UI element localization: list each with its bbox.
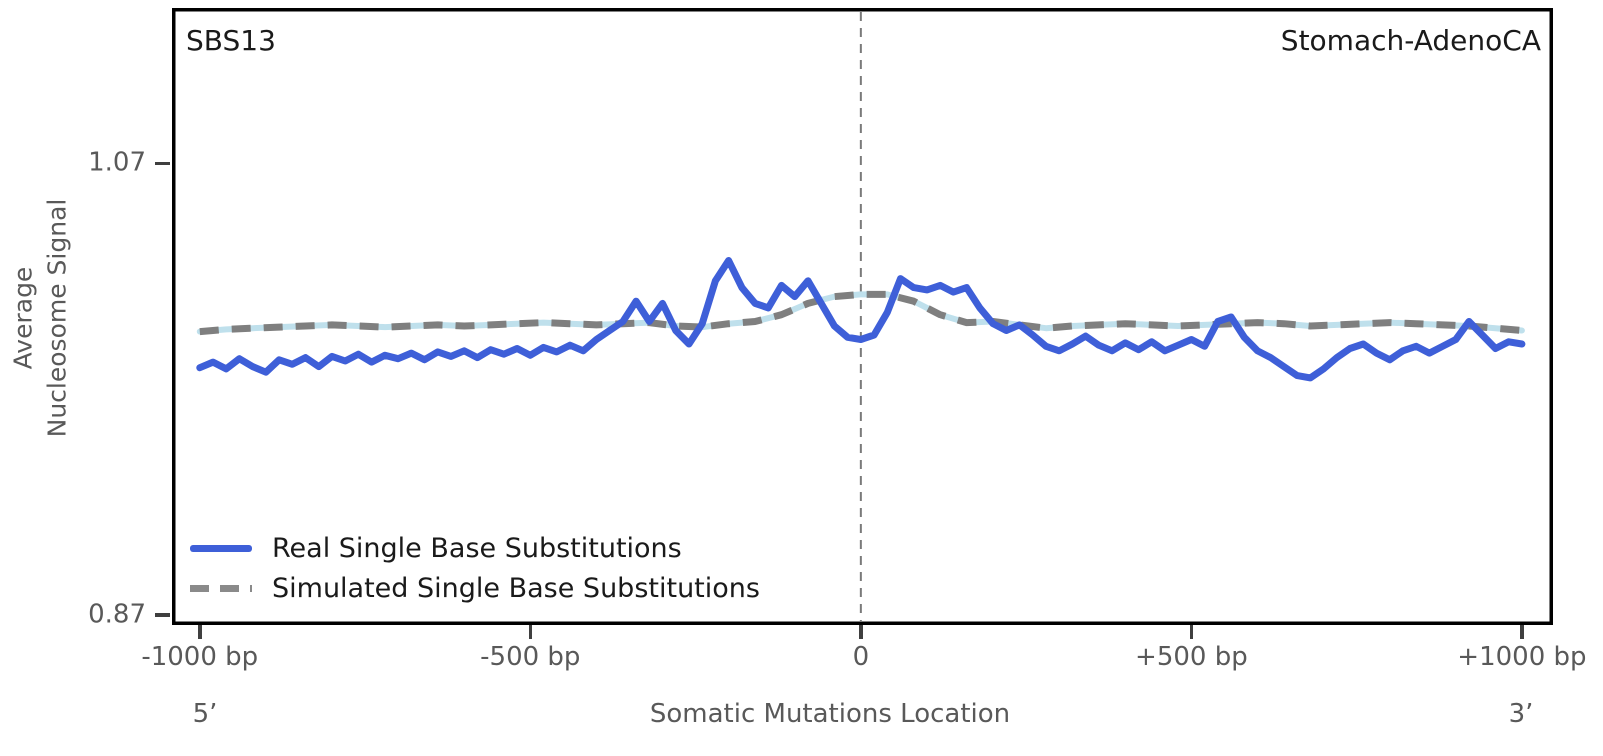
x-tick [198, 625, 202, 639]
cancer-type-label: Stomach-AdenoCA [1280, 24, 1541, 57]
signature-label: SBS13 [186, 24, 276, 57]
x-tick-label: -500 bp [480, 642, 581, 672]
x-tick-label: +1000 bp [1457, 642, 1587, 672]
plot-area [172, 8, 1553, 625]
legend-item-real: Real Single Base Substitutions [190, 528, 760, 568]
x-tick [1520, 625, 1524, 639]
legend-label-simulated: Simulated Single Base Substitutions [272, 572, 760, 604]
plot-border [172, 8, 1553, 625]
five-prime-label: 5’ [192, 699, 218, 729]
simulated-line-swatch-icon [190, 584, 252, 592]
x-tick-label: +500 bp [1135, 642, 1248, 672]
three-prime-label: 3’ [1508, 699, 1534, 729]
y-tick [155, 613, 170, 617]
legend-item-simulated: Simulated Single Base Substitutions [190, 568, 760, 608]
x-tick [528, 625, 533, 639]
y-axis-label-text: Average Nucleosome Signal [8, 198, 71, 438]
x-tick-label: 0 [852, 642, 870, 672]
x-axis-label: Somatic Mutations Location [649, 699, 1011, 729]
x-tick [859, 625, 863, 639]
simulated-line [199, 290, 1523, 336]
y-tick [155, 161, 170, 166]
real-line [196, 257, 1526, 382]
y-tick-label: 1.07 [88, 147, 146, 178]
real-line-swatch-icon [190, 544, 252, 552]
simulated-underlay-line [196, 291, 1525, 335]
legend: Real Single Base Substitutions Simulated… [190, 528, 760, 608]
y-tick-label: 0.87 [88, 599, 146, 630]
legend-label-real: Real Single Base Substitutions [272, 532, 682, 564]
x-tick-label: -1000 bp [141, 642, 259, 672]
x-tick [1189, 625, 1194, 639]
